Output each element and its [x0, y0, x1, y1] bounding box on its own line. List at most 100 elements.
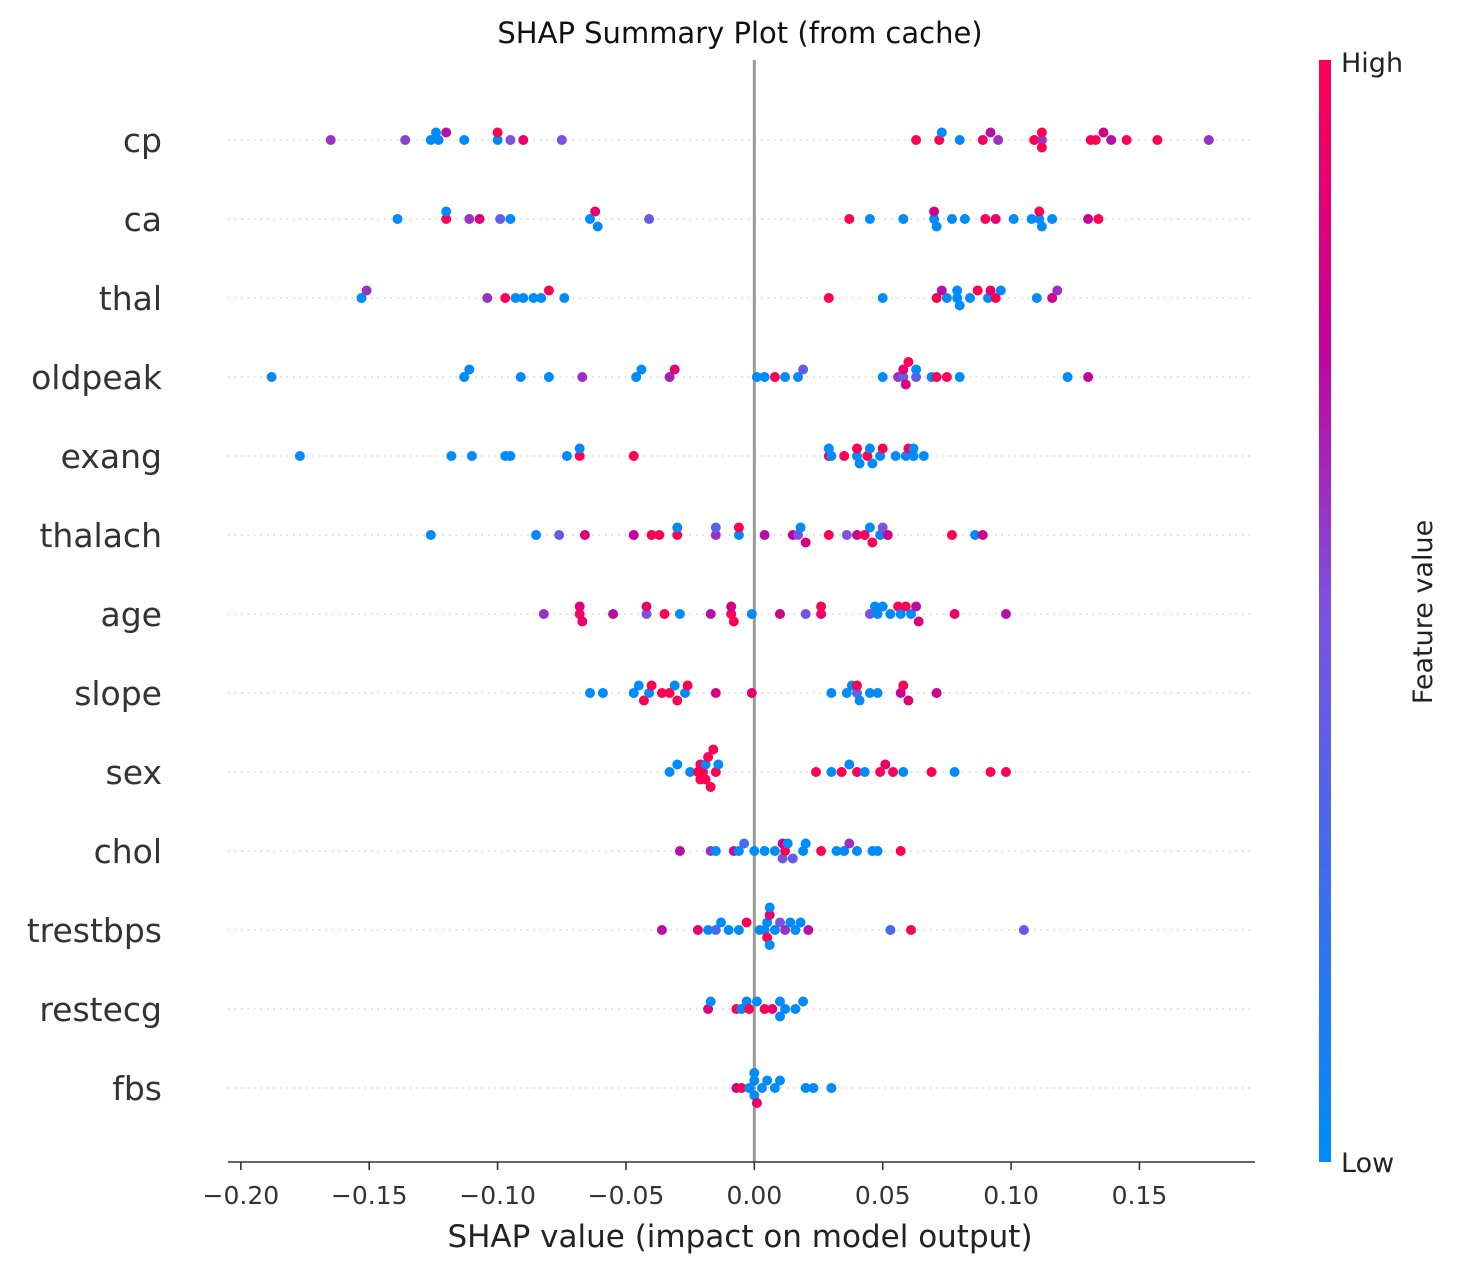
- point-ca: [1034, 214, 1045, 224]
- point-restecg: [759, 1004, 770, 1014]
- point-thalach: [977, 530, 988, 540]
- point-chol: [739, 838, 750, 849]
- point-oldpeak: [636, 364, 647, 375]
- point-fbs: [757, 1083, 767, 1093]
- point-ca: [505, 214, 516, 224]
- point-thal: [877, 293, 888, 303]
- point-trestbps: [764, 910, 775, 920]
- x-ticks: −0.20 −0.15 −0.10 −0.05 0.00 0.05 0.10 0.15: [203, 1162, 1167, 1210]
- point-chol: [844, 838, 855, 849]
- point-fbs: [800, 1083, 811, 1093]
- point-ca: [590, 206, 601, 217]
- point-thalach: [759, 530, 770, 540]
- point-cp: [433, 135, 444, 145]
- point-sex: [844, 759, 855, 770]
- point-exang: [505, 451, 516, 461]
- point-chol: [769, 846, 780, 856]
- point-age: [906, 609, 916, 619]
- point-age: [900, 601, 911, 612]
- point-thal: [518, 293, 529, 303]
- point-trestbps: [775, 917, 785, 928]
- point-sex: [713, 759, 724, 770]
- point-sex: [880, 759, 891, 770]
- point-exang: [628, 451, 639, 461]
- point-chol: [831, 846, 842, 856]
- point-slope: [646, 680, 657, 691]
- point-slope: [898, 680, 909, 691]
- feature-label-thal: thal: [99, 279, 162, 318]
- point-chol: [749, 846, 760, 856]
- point-trestbps: [733, 925, 744, 935]
- point-exang: [867, 458, 878, 469]
- point-sex: [811, 767, 821, 777]
- point-chol: [782, 838, 793, 849]
- point-thalach: [733, 530, 744, 540]
- point-trestbps: [795, 917, 806, 928]
- point-restecg: [775, 996, 785, 1007]
- point-cp: [325, 135, 336, 145]
- point-sex: [888, 767, 898, 777]
- point-slope: [585, 688, 595, 698]
- point-age: [574, 609, 585, 619]
- point-exang: [852, 451, 862, 461]
- feature-label-trestbps: trestbps: [27, 911, 162, 950]
- point-age: [746, 609, 757, 619]
- x-tick-label: −0.20: [203, 1181, 280, 1210]
- point-thalach: [425, 530, 436, 540]
- point-chol: [759, 846, 770, 856]
- point-exang: [466, 451, 477, 461]
- point-fbs: [736, 1083, 747, 1093]
- point-oldpeak: [464, 364, 475, 375]
- point-ca: [1034, 206, 1045, 217]
- point-slope: [872, 688, 883, 698]
- point-sex: [698, 767, 708, 777]
- point-age: [877, 601, 888, 612]
- point-exang: [918, 451, 929, 461]
- point-thal: [823, 293, 834, 303]
- point-thal: [356, 293, 367, 303]
- point-thalach: [867, 537, 878, 548]
- point-slope: [628, 688, 639, 698]
- point-slope: [895, 688, 906, 698]
- point-cp: [400, 135, 411, 145]
- point-thalach: [877, 522, 888, 533]
- point-exang: [839, 451, 850, 461]
- point-oldpeak: [903, 357, 914, 367]
- point-ca: [844, 214, 855, 224]
- point-age: [895, 609, 906, 619]
- point-exang: [294, 451, 305, 461]
- point-sex: [949, 767, 960, 777]
- point-cp: [459, 135, 470, 145]
- point-oldpeak: [266, 372, 277, 382]
- x-tick-label: −0.05: [588, 1181, 665, 1210]
- point-restecg: [703, 1004, 714, 1014]
- point-restecg: [790, 1004, 801, 1014]
- point-cp: [1121, 135, 1132, 145]
- point-oldpeak: [543, 372, 554, 382]
- point-age: [816, 609, 827, 619]
- point-age: [674, 609, 685, 619]
- point-restecg: [780, 1004, 791, 1014]
- point-trestbps: [885, 925, 896, 935]
- point-age: [864, 609, 875, 619]
- point-restecg: [705, 996, 716, 1007]
- point-cp: [1029, 135, 1040, 145]
- x-tick-label: 0.05: [855, 1181, 911, 1210]
- point-ca: [495, 214, 506, 224]
- point-exang: [823, 443, 834, 454]
- point-ca: [441, 206, 452, 217]
- point-age: [726, 601, 737, 612]
- point-cp: [1036, 142, 1047, 153]
- point-slope: [669, 680, 680, 691]
- point-exang: [854, 458, 865, 469]
- point-slope: [682, 680, 693, 691]
- point-ca: [1093, 214, 1104, 224]
- point-fbs: [826, 1083, 837, 1093]
- point-chol: [780, 846, 791, 856]
- point-age: [911, 601, 922, 612]
- point-age: [726, 609, 737, 619]
- x-tick-label: 0.10: [983, 1181, 1039, 1210]
- point-age: [775, 609, 785, 619]
- point-age: [659, 609, 670, 619]
- point-sex: [700, 774, 711, 785]
